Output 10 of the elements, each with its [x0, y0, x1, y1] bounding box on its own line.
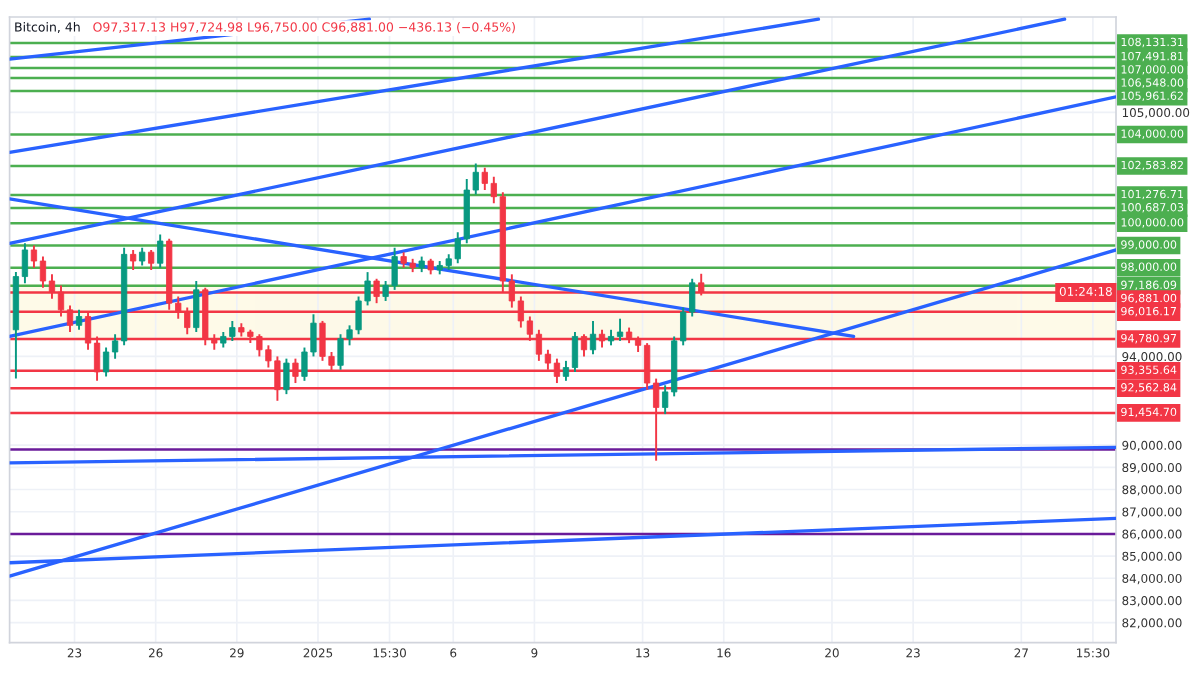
candlestick — [589, 319, 597, 356]
candlestick — [75, 308, 83, 331]
candlestick — [571, 331, 579, 373]
candlestick — [148, 248, 155, 271]
candlestick — [193, 280, 200, 333]
candlestick — [102, 346, 110, 378]
candlestick — [283, 357, 290, 396]
candlestick — [616, 317, 624, 342]
candlestick — [157, 233, 164, 269]
candlestick — [130, 248, 137, 271]
